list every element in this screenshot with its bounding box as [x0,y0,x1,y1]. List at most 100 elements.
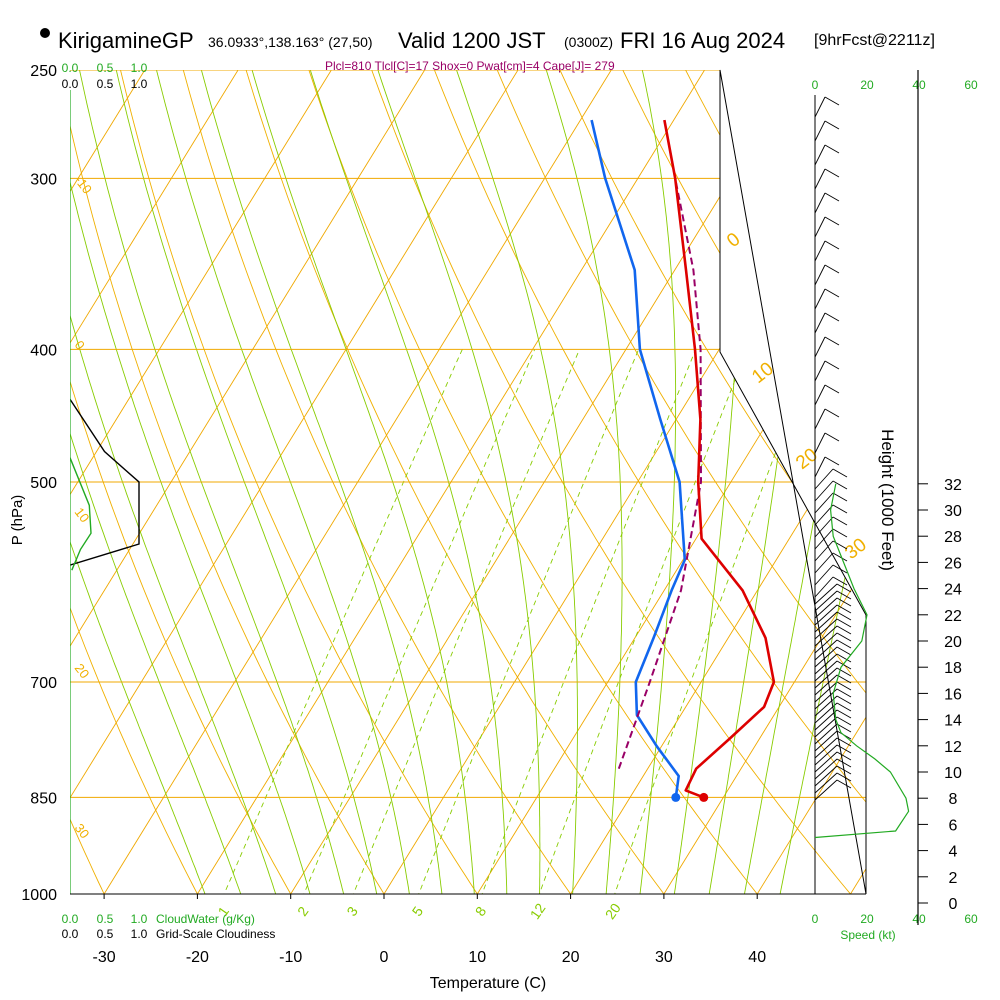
wind-barb [815,758,838,780]
height-tick-label: 14 [944,713,962,730]
wind-barb [815,716,838,738]
wind-barb-feather [824,336,840,346]
height-tick-label: 8 [949,791,958,808]
dry-adiabat-line [984,46,1000,923]
wind-barb-feather [836,632,852,642]
dry-adiabat-line [70,70,403,894]
height-tick-label: 30 [944,503,962,520]
isotherm-line [70,70,534,894]
wind-barb [815,660,838,682]
wind-barb-feather [824,360,840,370]
mixing-ratio-line [528,349,748,894]
wind-barb [815,590,838,612]
moist-adiabat-line [369,70,541,894]
wind-barb [815,468,834,490]
wind-barb [815,96,826,118]
wind-barb [815,408,826,430]
wind-barb [815,702,838,724]
wind-barb [815,384,826,406]
wind-barb-feather [824,144,840,154]
wind-barb-feather [836,702,852,712]
wind-barb-feather [836,597,852,607]
wind-barb [815,709,838,731]
dry-adiabat-line [70,70,308,894]
wind-barb-feather [824,288,840,298]
x-tick-label: 0 [380,949,389,966]
wind-barb-feather [832,564,848,574]
wind-barb-feather [836,681,852,691]
wind-barb-feather [836,723,852,733]
speed-scale-label: 20 [860,78,874,92]
height-axis-title: Height (1000 Feet) [878,429,897,571]
height-tick-label: 20 [944,634,962,651]
pressure-tick-label: 300 [30,171,57,188]
wind-barb [815,312,826,334]
moist-adiabat-line [773,70,866,894]
wind-barb [815,360,826,382]
x-axis-title: Temperature (C) [430,975,546,992]
cloudwater-scale-label: 0.5 [97,61,114,75]
speed-scale-label: 0 [812,912,819,926]
dry-adiabat-line [0,46,24,923]
moist-adiabat-line [302,70,508,894]
wind-barb-feather [832,468,848,478]
cloudwater-scale-label: 0.0 [62,61,79,75]
wind-barb [815,674,838,696]
isotherm-line [459,70,866,894]
isobars [70,70,866,894]
wind-barb [815,681,838,703]
wind-barb [815,456,826,478]
wind-barb-feather [836,709,852,719]
wind-barb [815,576,834,598]
dry-adiabat-line [70,70,214,894]
wind-barb-feather [824,384,840,394]
valid-date: FRI 16 Aug 2024 [620,28,786,53]
wind-barb [815,504,834,526]
wind-barb [815,772,838,794]
cloudiness-scale-label: 0.0 [62,927,79,941]
wind-barb-feather [836,625,852,635]
wind-barb-feather [836,716,852,726]
plot-area [0,46,1000,923]
height-tick-label: 28 [944,529,962,546]
wind-barb-feather [836,758,852,768]
height-tick-label: 26 [944,555,962,572]
mixing-ratio-label: 2 [294,903,312,919]
wind-barb-feather [824,456,840,466]
x-tick-label: -30 [93,949,116,966]
wind-barb-feather [832,552,848,562]
wind-barb-feather [836,765,852,775]
surface-dewpoint-point [671,792,681,802]
wind-barb [815,540,834,562]
wind-barb [815,646,838,668]
moist-adiabat-line [70,70,217,894]
pressure-tick-label: 250 [30,63,57,80]
speed-scale-label: 0 [812,78,819,92]
station-name: KirigamineGP [58,28,194,53]
wind-barb-feather [836,604,852,614]
cloud-water-line [70,457,92,571]
wind-barb [815,336,826,358]
wind-barb [815,611,838,633]
moist-adiabat-line [538,70,623,894]
mixing-ratio-line [406,349,640,894]
wind-barb [815,618,838,640]
wind-barb-feather [832,528,848,538]
wind-barb [815,604,838,626]
speed-scale-label: 40 [912,912,926,926]
forecast-info: [9hrFcst@2211z] [814,32,935,49]
dry-adiabat-label: 30 [72,821,93,842]
cloudwater-scale-label: 1.0 [131,61,148,75]
dry-adiabat-label: -10 [72,173,95,197]
dry-adiabat-line [362,70,866,894]
cloudwater-scale-label: 1.0 [131,912,148,926]
wind-barb [815,625,838,647]
pressure-tick-label: 850 [30,790,57,807]
theta-e-label: 30 [841,534,871,564]
wind-barb [815,564,834,586]
height-tick-label: 32 [944,477,962,494]
mixing-ratio-line [470,349,697,894]
wind-barb [815,583,838,605]
